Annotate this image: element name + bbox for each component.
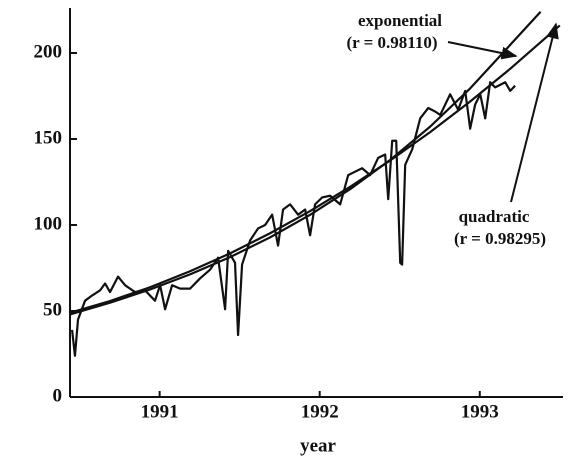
- arrow: [447, 41, 518, 60]
- line: [70, 81, 516, 357]
- x-tick-label: 1992: [301, 401, 339, 422]
- annotation: (r = 0.98295): [454, 229, 546, 248]
- arrow: [510, 22, 559, 203]
- y-tick-label: 0: [53, 385, 63, 406]
- x-tick-label: 1991: [141, 401, 179, 422]
- y-tick-label: 150: [34, 127, 63, 148]
- y-tick-label: 200: [34, 41, 63, 62]
- line: [70, 10, 542, 316]
- annotation: (r = 0.98110): [346, 33, 437, 52]
- x-axis-label: year: [300, 435, 336, 456]
- line: [70, 24, 561, 314]
- annotation: exponential: [358, 11, 442, 30]
- x-tick-label: 1993: [461, 401, 499, 422]
- y-tick-label: 100: [34, 213, 63, 234]
- y-tick-label: 50: [43, 299, 62, 320]
- annotation: quadratic: [459, 207, 530, 226]
